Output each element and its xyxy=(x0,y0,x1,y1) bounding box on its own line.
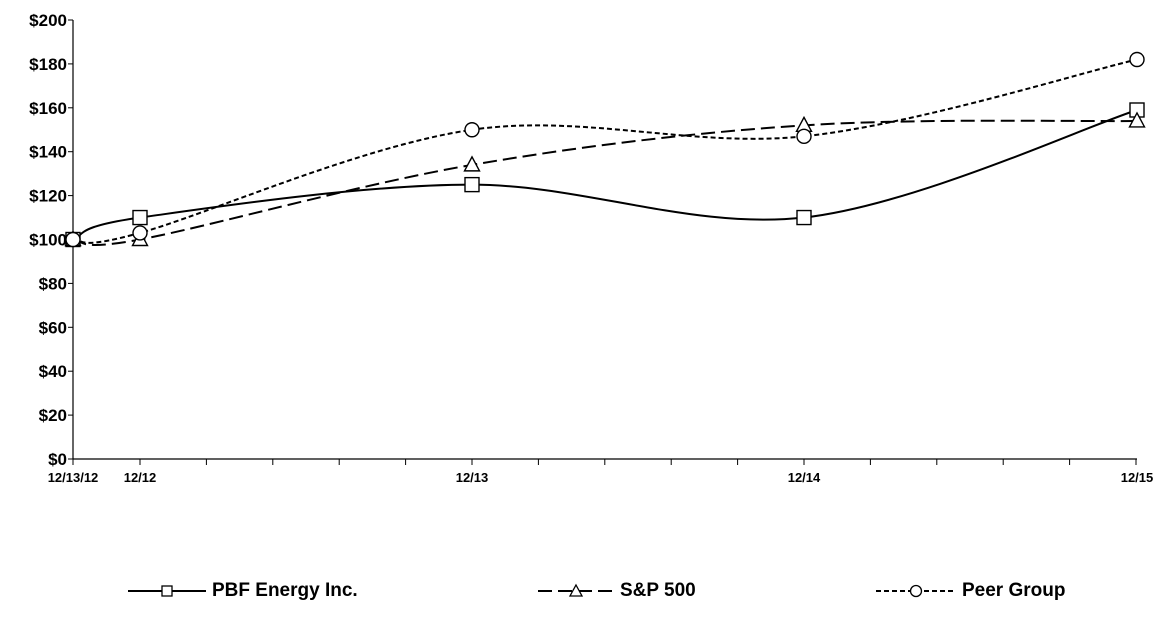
legend-item-peer: Peer Group xyxy=(876,574,1065,608)
chart-axes xyxy=(68,19,1137,465)
y-tick-label: $0 xyxy=(48,450,67,469)
y-tick-label: $160 xyxy=(29,99,67,118)
series-lines xyxy=(72,58,1138,246)
y-tick-label: $40 xyxy=(39,362,67,381)
legend-item-sp500: S&P 500 xyxy=(538,574,696,608)
marker-square xyxy=(132,209,148,226)
x-tick-label: 12/13/12 xyxy=(48,470,99,485)
legend-label-peer: Peer Group xyxy=(962,580,1066,601)
y-tick-label: $200 xyxy=(29,11,67,30)
series-markers xyxy=(64,51,1146,248)
y-tick-label: $80 xyxy=(39,274,67,293)
marker-circle xyxy=(1129,51,1145,68)
marker-circle xyxy=(65,231,81,248)
y-axis-labels: $0 $20 $40 $60 $80 $100 $120 $140 $160 $180 $200 xyxy=(29,11,67,469)
y-tick-label: $100 xyxy=(29,231,67,250)
x-tick-label: 12/14 xyxy=(788,470,821,485)
x-tick-label: 12/12 xyxy=(124,470,157,485)
x-tick-label: 12/15 xyxy=(1121,470,1154,485)
y-tick-label: $140 xyxy=(29,143,67,162)
marker-square xyxy=(464,176,480,193)
marker-circle xyxy=(132,225,148,241)
x-axis-labels: 12/13/12 12/12 12/13 12/14 12/15 xyxy=(48,470,1154,485)
legend-label-pbf: PBF Energy Inc. xyxy=(212,580,358,601)
marker-triangle xyxy=(463,155,481,172)
marker-square xyxy=(796,209,812,226)
legend-swatch-sp500 xyxy=(538,583,614,597)
marker-circle xyxy=(464,122,480,138)
legend-item-pbf: PBF Energy Inc. xyxy=(128,574,358,608)
marker-circle xyxy=(796,128,812,145)
y-tick-label: $20 xyxy=(39,406,67,425)
y-tick-label: $60 xyxy=(39,318,67,337)
series-line-2 xyxy=(72,58,1138,244)
y-tick-label: $120 xyxy=(29,187,67,206)
x-tick-label: 12/13 xyxy=(456,470,489,485)
legend-swatch-pbf xyxy=(128,585,206,597)
y-tick-label: $180 xyxy=(29,55,67,74)
marker-triangle xyxy=(1128,111,1146,128)
series-line-1 xyxy=(72,119,1138,246)
series-line-0 xyxy=(72,109,1138,241)
legend-swatch-peer xyxy=(876,584,956,598)
legend-label-sp500: S&P 500 xyxy=(620,580,696,601)
